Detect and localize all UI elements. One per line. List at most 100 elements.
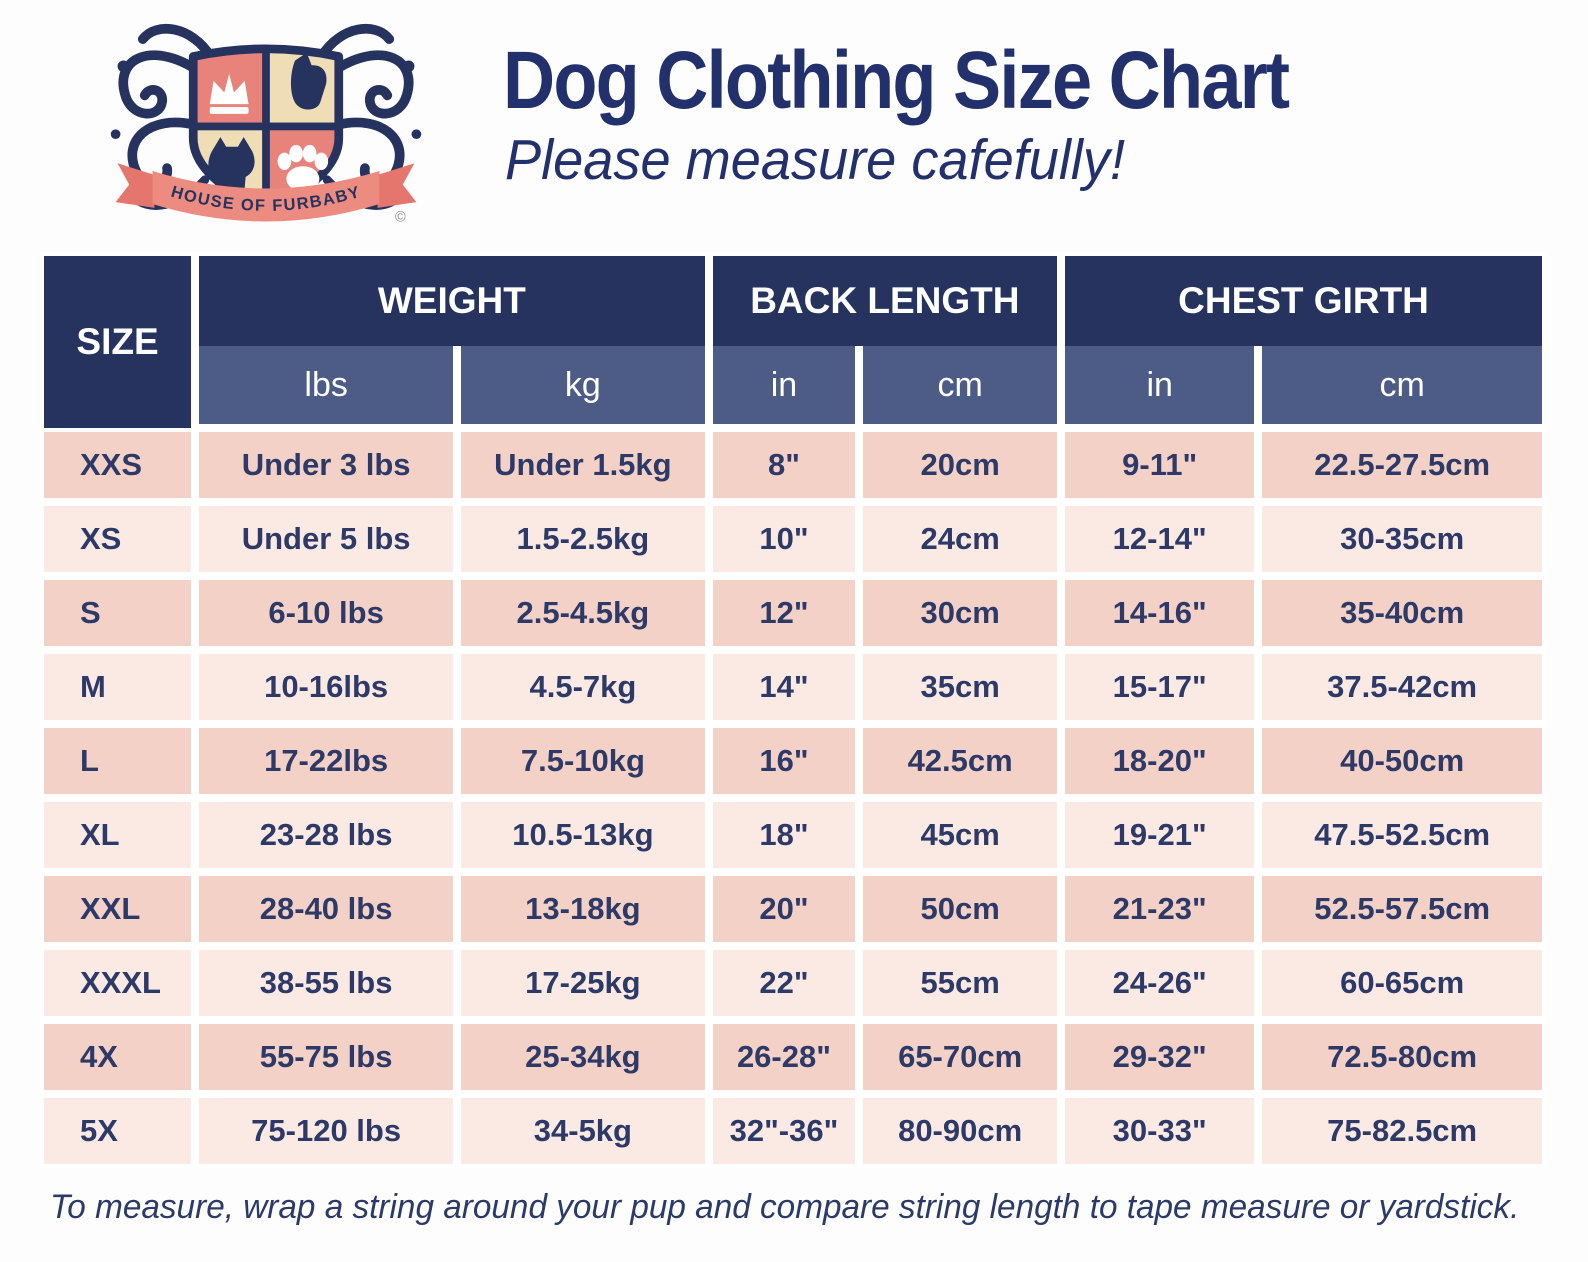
size-cell: L [40,724,196,798]
crest-shield-outline [188,44,344,215]
weight-lbs-cell: Under 5 lbs [195,502,458,576]
chest-cm-cell: 22.5-27.5cm [1258,428,1546,502]
unit-header-back-in: in [708,346,860,428]
chest-in-cell: 12-14" [1061,502,1259,576]
measuring-instructions: To measure, wrap a string around your pu… [50,1188,1520,1226]
chest-in-cell: 21-23" [1061,872,1259,946]
back-cm-cell: 24cm [859,502,1062,576]
size-cell: XXL [40,872,196,946]
table-row-m: M 10-16lbs 4.5-7kg 14" 35cm 15-17" 37.5-… [40,650,1546,724]
table-row-xxs: XXS Under 3 lbs Under 1.5kg 8" 20cm 9-11… [40,428,1546,502]
logo-flourish-dots [110,60,422,140]
back-cm-cell: 65-70cm [859,1020,1062,1094]
back-cm-cell: 42.5cm [859,724,1062,798]
size-cell: XXXL [40,946,196,1020]
weight-lbs-cell: 75-120 lbs [195,1094,458,1168]
back-in-cell: 32"-36" [708,1094,860,1168]
chest-in-cell: 19-21" [1061,798,1259,872]
size-cell: 5X [40,1094,196,1168]
weight-kg-cell: 7.5-10kg [457,724,709,798]
back-cm-cell: 55cm [859,946,1062,1020]
size-cell: 4X [40,1020,196,1094]
back-in-cell: 20" [708,872,860,946]
chest-in-cell: 14-16" [1061,576,1259,650]
back-in-cell: 22" [708,946,860,1020]
chest-cm-cell: 35-40cm [1258,576,1546,650]
back-in-cell: 16" [708,724,860,798]
weight-lbs-cell: 28-40 lbs [195,872,458,946]
chest-cm-cell: 75-82.5cm [1258,1094,1546,1168]
weight-lbs-cell: 38-55 lbs [195,946,458,1020]
title-block: Dog Clothing Size Chart Please measure c… [503,40,1395,189]
table-row-s: S 6-10 lbs 2.5-4.5kg 12" 30cm 14-16" 35-… [40,576,1546,650]
cat-icon [208,137,255,201]
chest-in-cell: 15-17" [1061,650,1259,724]
chest-in-cell: 30-33" [1061,1094,1259,1168]
weight-kg-cell: 25-34kg [457,1020,709,1094]
weight-kg-cell: 4.5-7kg [457,650,709,724]
chest-in-cell: 9-11" [1061,428,1259,502]
weight-kg-cell: 1.5-2.5kg [457,502,709,576]
weight-kg-cell: 17-25kg [457,946,709,1020]
back-in-cell: 8" [708,428,860,502]
back-cm-cell: 20cm [859,428,1062,502]
chest-in-cell: 29-32" [1061,1020,1259,1094]
weight-lbs-cell: 17-22lbs [195,724,458,798]
unit-header-back-cm: cm [859,346,1062,428]
unit-header-weight-kg: kg [457,346,709,428]
weight-lbs-cell: 55-75 lbs [195,1020,458,1094]
chest-in-cell: 24-26" [1061,946,1259,1020]
chest-cm-cell: 40-50cm [1258,724,1546,798]
weight-kg-cell: 2.5-4.5kg [457,576,709,650]
unit-header-weight-lbs: lbs [195,346,458,428]
back-cm-cell: 45cm [859,798,1062,872]
weight-kg-cell: 13-18kg [457,872,709,946]
back-cm-cell: 50cm [859,872,1062,946]
crown-icon [209,74,249,114]
weight-kg-cell: 34-5kg [457,1094,709,1168]
chest-cm-cell: 30-35cm [1258,502,1546,576]
weight-lbs-cell: 10-16lbs [195,650,458,724]
table-row-xl: XL 23-28 lbs 10.5-13kg 18" 45cm 19-21" 4… [40,798,1546,872]
unit-header-chest-in: in [1061,346,1259,428]
column-header-back-length: BACK LENGTH [708,252,1062,346]
table-row-5x: 5X 75-120 lbs 34-5kg 32"-36" 80-90cm 30-… [40,1094,1546,1168]
back-cm-cell: 35cm [859,650,1062,724]
back-in-cell: 26-28" [708,1020,860,1094]
chest-cm-cell: 72.5-80cm [1258,1020,1546,1094]
chest-cm-cell: 37.5-42cm [1258,650,1546,724]
page-title: Dog Clothing Size Chart [503,35,1290,126]
table-group-header-row: SIZE WEIGHT BACK LENGTH CHEST GIRTH [40,252,1546,428]
page-subtitle: Please measure cafefully! [505,128,1126,192]
copyright-mark: © [395,210,406,226]
size-cell: S [40,576,196,650]
page-header: HOUSE OF FURBABY © Dog Clothing Size Cha… [0,0,1588,250]
back-cm-cell: 30cm [859,576,1062,650]
size-cell: XL [40,798,196,872]
weight-lbs-cell: 23-28 lbs [195,798,458,872]
size-cell: XXS [40,428,196,502]
chest-cm-cell: 52.5-57.5cm [1258,872,1546,946]
size-cell: M [40,650,196,724]
table-row-xs: XS Under 5 lbs 1.5-2.5kg 10" 24cm 12-14"… [40,502,1546,576]
column-header-chest-girth: CHEST GIRTH [1061,252,1546,346]
weight-lbs-cell: Under 3 lbs [195,428,458,502]
back-in-cell: 12" [708,576,860,650]
table-row-xxl: XXL 28-40 lbs 13-18kg 20" 50cm 21-23" 52… [40,872,1546,946]
back-in-cell: 18" [708,798,860,872]
table-row-xxxl: XXXL 38-55 lbs 17-25kg 22" 55cm 24-26" 6… [40,946,1546,1020]
dog-icon [290,52,327,110]
size-chart-table: SIZE WEIGHT BACK LENGTH CHEST GIRTH lbs … [40,252,1546,1168]
weight-kg-cell: Under 1.5kg [457,428,709,502]
unit-header-chest-cm: cm [1258,346,1546,428]
house-of-furbaby-crest-icon: HOUSE OF FURBABY © [110,23,422,226]
chest-in-cell: 18-20" [1061,724,1259,798]
back-in-cell: 14" [708,650,860,724]
back-cm-cell: 80-90cm [859,1094,1062,1168]
table-units-header-row: lbs kg in cm in cm [40,346,1546,428]
chest-cm-cell: 47.5-52.5cm [1258,798,1546,872]
table-row-l: L 17-22lbs 7.5-10kg 16" 42.5cm 18-20" 40… [40,724,1546,798]
paw-icon [277,144,329,192]
column-header-size: SIZE [40,252,196,428]
